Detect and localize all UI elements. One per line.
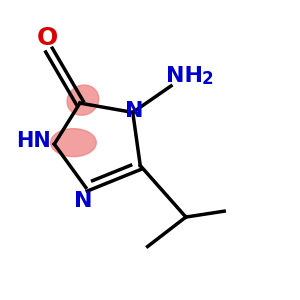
Text: N: N bbox=[74, 191, 92, 211]
Text: NH: NH bbox=[166, 66, 203, 86]
Text: 2: 2 bbox=[202, 70, 214, 88]
Text: HN: HN bbox=[16, 131, 51, 151]
Ellipse shape bbox=[51, 129, 96, 157]
Text: N: N bbox=[125, 101, 143, 121]
Ellipse shape bbox=[67, 85, 99, 115]
Text: O: O bbox=[37, 26, 58, 50]
